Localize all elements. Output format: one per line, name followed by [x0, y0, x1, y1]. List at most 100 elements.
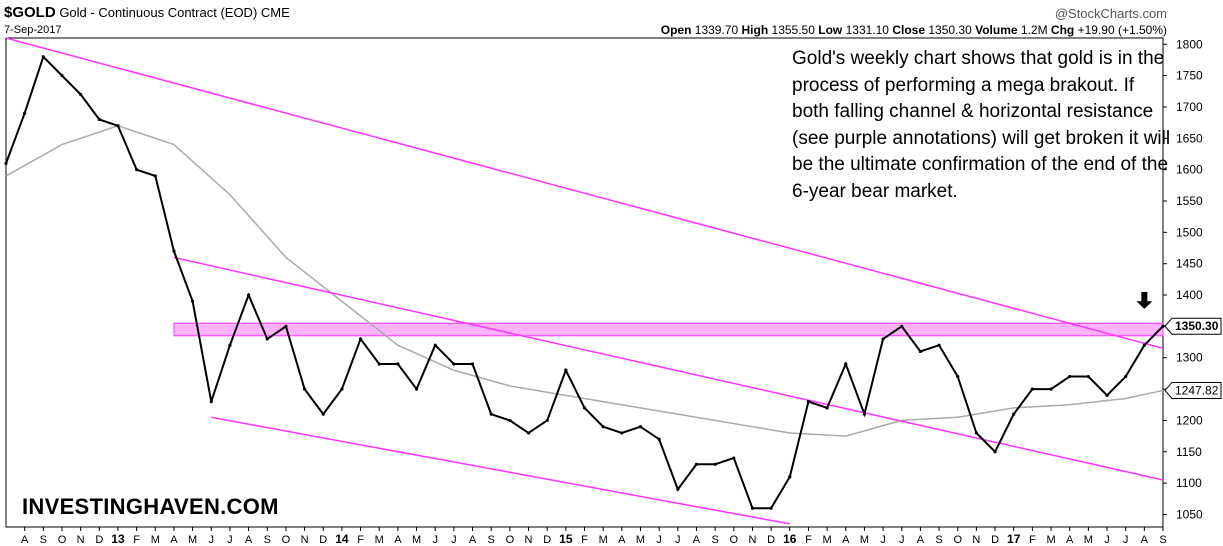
price-point	[713, 462, 717, 466]
x-tick-label: M	[860, 534, 869, 546]
x-tick-label: J	[451, 534, 457, 546]
instrument-description: Gold - Continuous Contract (EOD)	[59, 5, 258, 20]
price-point	[1030, 387, 1034, 391]
price-point	[79, 92, 83, 97]
x-tick-label: D	[319, 534, 327, 546]
x-tick-label: A	[1066, 534, 1074, 546]
x-tick-label: M	[1084, 534, 1093, 546]
y-tick-label: 1500	[1176, 225, 1203, 239]
chart-header: $GOLD Gold - Continuous Contract (EOD) C…	[4, 4, 290, 21]
price-point	[358, 337, 363, 341]
price-point	[788, 475, 792, 479]
y-tick-label: 1200	[1176, 413, 1203, 427]
price-point	[209, 400, 213, 404]
price-point	[806, 400, 811, 404]
price-point	[1049, 387, 1053, 391]
price-point	[302, 387, 307, 391]
price-point	[769, 506, 773, 510]
x-tick-label: J	[899, 534, 905, 546]
x-tick-label: J	[227, 534, 233, 546]
x-tick-label: S	[40, 534, 47, 546]
x-tick-label: J	[1104, 534, 1110, 546]
price-point	[135, 168, 139, 172]
price-point	[825, 406, 829, 410]
price-point	[1105, 393, 1109, 397]
volume-label: Volume	[975, 23, 1018, 37]
x-tick-label: S	[1159, 534, 1166, 546]
x-tick-label: F	[133, 534, 140, 546]
x-tick-label: A	[394, 534, 402, 546]
x-tick-label: J	[880, 534, 886, 546]
price-point	[1124, 374, 1128, 379]
x-tick-label: M	[375, 534, 384, 546]
price-point	[862, 412, 867, 416]
price-point	[23, 111, 27, 115]
price-point	[937, 343, 941, 347]
moving-average-line	[5, 124, 1164, 437]
x-tick-label: 17	[1007, 532, 1021, 546]
x-tick-label: A	[21, 534, 29, 546]
high-value: 1355.50	[771, 23, 815, 37]
x-tick-label: A	[469, 534, 477, 546]
price-point	[620, 431, 624, 435]
price-point	[116, 124, 120, 128]
chg-label: Chg	[1050, 23, 1075, 37]
price-point	[545, 418, 549, 423]
price-point	[900, 324, 904, 328]
price-point	[377, 362, 381, 366]
y-tick-label: 1550	[1176, 194, 1203, 208]
price-point	[657, 437, 661, 441]
x-tick-label: F	[805, 534, 812, 546]
down-arrow-icon	[1136, 291, 1153, 309]
x-tick-label: M	[412, 534, 421, 546]
price-point	[228, 343, 232, 347]
exchange-label: CME	[260, 5, 290, 20]
x-tick-label: A	[693, 534, 701, 546]
x-tick-label: J	[656, 534, 662, 546]
open-value: 1339.70	[694, 23, 739, 37]
ticker-symbol: $GOLD	[4, 4, 56, 21]
price-point	[97, 117, 101, 122]
x-tick-label: 16	[783, 532, 797, 546]
price-point	[321, 412, 325, 416]
y-tick-label: 1800	[1176, 37, 1203, 51]
y-tick-label: 1100	[1176, 476, 1202, 490]
watermark: INVESTINGHAVEN.COM	[22, 494, 279, 519]
price-point	[676, 487, 680, 491]
x-tick-label: F	[581, 534, 588, 546]
x-tick-label: D	[543, 534, 551, 546]
price-point	[191, 299, 195, 303]
x-tick-label: A	[1141, 534, 1149, 546]
last-close-tag-box	[1164, 317, 1222, 335]
price-point	[881, 337, 885, 341]
moving-average-tag-box	[1164, 381, 1222, 399]
price-point	[60, 74, 64, 78]
x-tick-label: M	[151, 534, 160, 546]
price-point	[1142, 343, 1146, 347]
y-tick-label: 1150	[1176, 445, 1202, 459]
x-tick-label: M	[636, 534, 645, 546]
price-point	[1086, 374, 1090, 379]
y-tick-label: 1600	[1176, 163, 1203, 177]
x-tick-label: F	[357, 534, 364, 546]
x-tick-label: F	[1029, 534, 1036, 546]
price-point	[340, 387, 344, 391]
x-tick-label: S	[935, 534, 942, 546]
chg-value: +19.90 (+1.50%)	[1077, 23, 1167, 37]
price-point	[582, 406, 587, 410]
last-close-tag: 1350.30	[1175, 319, 1219, 333]
price-point	[246, 293, 251, 297]
y-tick-label: 1650	[1176, 131, 1203, 145]
channel-line-3	[211, 416, 790, 525]
x-tick-label: 15	[559, 532, 573, 546]
x-tick-label: M	[188, 534, 197, 546]
x-tick-label: O	[506, 534, 515, 546]
x-tick-label: 14	[335, 532, 349, 546]
x-tick-label: S	[488, 534, 495, 546]
x-tick-label: A	[170, 534, 178, 546]
price-point	[956, 374, 960, 379]
x-tick-label: S	[711, 534, 718, 546]
x-tick-label: M	[823, 534, 832, 546]
copyright-notice: @StockCharts.com	[1054, 6, 1167, 21]
